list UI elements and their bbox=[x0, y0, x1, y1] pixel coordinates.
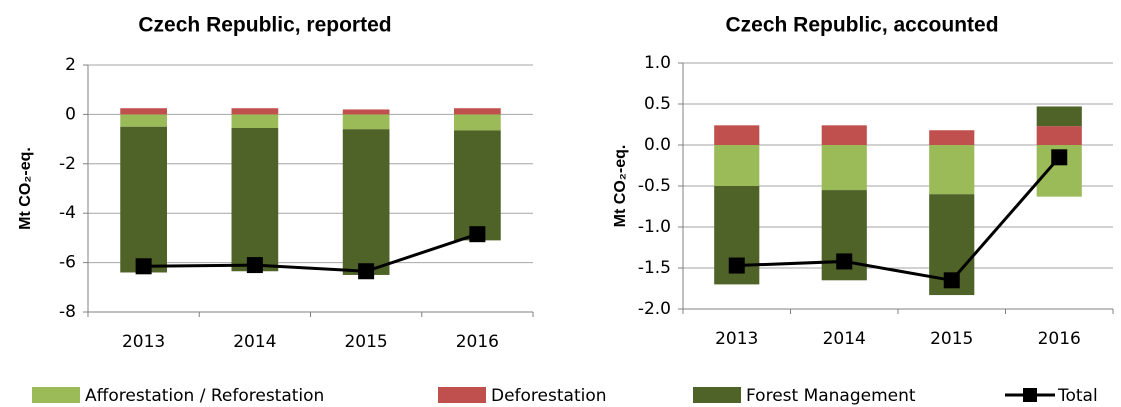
y-tick-label: -2.0 bbox=[638, 299, 671, 319]
chart-title: Czech Republic, reported bbox=[138, 14, 391, 37]
bar-segment bbox=[454, 114, 501, 131]
bar-segment bbox=[714, 145, 760, 186]
bar-segment bbox=[342, 114, 390, 130]
total-marker bbox=[469, 226, 486, 243]
x-tick-label: 2014 bbox=[823, 329, 866, 349]
x-tick-label: 2013 bbox=[122, 332, 165, 352]
total-marker bbox=[246, 257, 263, 274]
legend-swatch bbox=[693, 387, 741, 403]
bar-segment bbox=[454, 130, 501, 241]
total-marker bbox=[836, 253, 853, 270]
total-marker bbox=[135, 258, 152, 275]
y-tick-label: 2 bbox=[65, 55, 76, 75]
y-tick-label: -8 bbox=[59, 302, 76, 322]
total-line bbox=[143, 232, 478, 273]
legend-label: Deforestation bbox=[491, 386, 607, 406]
total-marker bbox=[1051, 149, 1068, 166]
total-marker bbox=[728, 257, 745, 274]
x-tick-label: 2013 bbox=[715, 329, 758, 349]
y-axis-label: Mt CO₂-eq. bbox=[612, 145, 629, 228]
bar-segment bbox=[1036, 126, 1082, 145]
bar-segment bbox=[120, 114, 167, 127]
y-tick-label: -1.0 bbox=[638, 217, 671, 237]
total-marker bbox=[943, 272, 960, 289]
x-tick-label: 2014 bbox=[233, 332, 276, 352]
y-tick-label: -2 bbox=[59, 154, 76, 174]
y-tick-label: 1.0 bbox=[644, 53, 671, 73]
bar-segment bbox=[454, 108, 501, 115]
y-tick-label: 0.0 bbox=[644, 135, 671, 155]
bar-segment bbox=[231, 108, 279, 115]
bar-segment bbox=[929, 145, 975, 195]
bar-segment bbox=[714, 125, 760, 145]
legend-label: Forest Management bbox=[746, 386, 916, 406]
x-tick-label: 2015 bbox=[930, 329, 973, 349]
bar-segment bbox=[821, 125, 867, 145]
x-tick-label: 2016 bbox=[1038, 329, 1081, 349]
bar-segment bbox=[231, 127, 279, 272]
y-tick-label: 0.5 bbox=[644, 94, 671, 114]
bar-segment bbox=[120, 126, 167, 273]
chart-title: Czech Republic, accounted bbox=[725, 14, 998, 37]
legend-swatch bbox=[32, 387, 80, 403]
x-tick-label: 2015 bbox=[344, 332, 387, 352]
legend-label: Afforestation / Reforestation bbox=[85, 386, 324, 406]
total-line bbox=[736, 156, 1061, 282]
y-tick-label: 0 bbox=[65, 104, 76, 124]
legend-marker bbox=[1023, 388, 1037, 402]
bar-segment bbox=[1036, 106, 1082, 127]
y-tick-label: -4 bbox=[59, 203, 76, 223]
y-tick-label: -0.5 bbox=[638, 176, 671, 196]
total-marker bbox=[358, 263, 375, 280]
bar-segment bbox=[342, 109, 390, 115]
bar-segment bbox=[120, 108, 167, 115]
legend-label: Total bbox=[1057, 386, 1098, 406]
y-tick-label: -1.5 bbox=[638, 258, 671, 278]
bar-segment bbox=[821, 145, 867, 191]
bar-segment bbox=[231, 114, 279, 128]
y-axis-label: Mt CO₂-eq. bbox=[17, 147, 34, 230]
x-tick-label: 2016 bbox=[456, 332, 499, 352]
y-tick-label: -6 bbox=[59, 253, 76, 273]
bar-segment bbox=[929, 130, 975, 145]
legend-swatch bbox=[438, 387, 486, 403]
bar-segment bbox=[342, 129, 390, 275]
